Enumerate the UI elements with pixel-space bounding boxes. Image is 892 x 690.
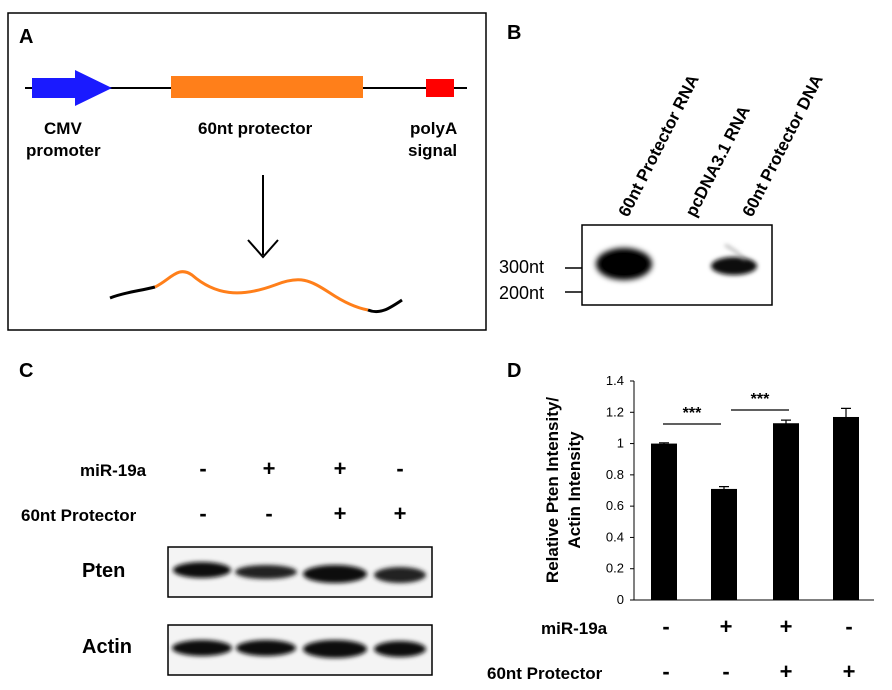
marker-300-label: 300nt xyxy=(499,257,545,277)
polya-box xyxy=(426,79,454,97)
d-row2-sign-1: - xyxy=(662,659,670,684)
c-row2-label: 60nt Protector xyxy=(21,506,137,525)
protector-box xyxy=(171,76,363,98)
error-bar-4 xyxy=(841,407,851,426)
y-tick-label: 0.6 xyxy=(606,498,624,513)
pten-band-4 xyxy=(374,567,426,583)
c-row1-label: miR-19a xyxy=(80,461,147,480)
actin-band-1 xyxy=(172,640,232,656)
d-row1-sign-4: - xyxy=(845,614,853,639)
transcript-3-end xyxy=(367,298,403,314)
panel-d-letter: D xyxy=(507,360,522,382)
c-row2-sign-4: + xyxy=(393,501,407,526)
error-bar-3 xyxy=(781,419,791,427)
y-tick-label: 1.2 xyxy=(606,404,624,419)
y-tick-label: 0.2 xyxy=(606,561,624,576)
actin-band-3 xyxy=(303,640,367,658)
panel-c-letter: C xyxy=(19,360,34,382)
d-row2-sign-4: + xyxy=(842,659,856,684)
protector-label: 60nt protector xyxy=(198,119,313,138)
d-row1-label: miR-19a xyxy=(541,619,608,638)
d-row2-sign-2: - xyxy=(722,659,730,684)
panel-a-frame xyxy=(7,12,487,331)
sig-label-2: *** xyxy=(751,391,770,408)
blot-label-pten: Pten xyxy=(82,560,126,582)
c-row2-sign-2: - xyxy=(265,501,273,526)
chart-ylabel-line2: Actin Intensity xyxy=(565,431,584,549)
d-row1-sign-3: + xyxy=(779,614,793,639)
transcript-5-end xyxy=(109,285,156,300)
actin-band-4 xyxy=(374,641,426,657)
d-row1-sign-1: - xyxy=(662,614,670,639)
bar-4 xyxy=(833,416,859,600)
y-tick-label: 1 xyxy=(617,436,624,451)
bar-1 xyxy=(651,443,677,600)
band-lane-3-smear xyxy=(724,244,746,261)
c-row2-sign-3: + xyxy=(333,501,347,526)
pten-band-2 xyxy=(235,565,297,579)
d-row2-sign-3: + xyxy=(779,659,793,684)
y-tick-label: 0 xyxy=(617,592,624,607)
c-row1-sign-4: - xyxy=(396,456,404,481)
pten-band-3 xyxy=(303,565,367,583)
sig-label-1: *** xyxy=(683,405,702,422)
polya-label-line2: signal xyxy=(408,141,458,160)
band-lane-1-core xyxy=(602,253,646,275)
actin-band-2 xyxy=(236,640,296,656)
transcript-protector-region xyxy=(154,270,369,312)
y-tick-label: 0.4 xyxy=(606,529,624,544)
marker-200-label: 200nt xyxy=(499,283,545,303)
promoter-label-line1: CMV xyxy=(44,119,82,138)
y-tick-label: 1.4 xyxy=(606,373,624,388)
c-row1-sign-2: + xyxy=(262,456,276,481)
transcription-arrow-head xyxy=(247,239,279,259)
band-lane-3 xyxy=(711,257,757,275)
d-row1-sign-2: + xyxy=(719,614,733,639)
bar-3 xyxy=(773,423,799,600)
polya-label-line1: polyA xyxy=(410,119,458,138)
chart-ylabel-line1: Relative Pten Intensity/ xyxy=(543,397,562,583)
panel-a-letter: A xyxy=(19,26,34,48)
error-bar-1 xyxy=(659,442,669,445)
promoter-arrow xyxy=(32,70,112,106)
pten-band-1 xyxy=(173,562,231,578)
c-row2-sign-1: - xyxy=(199,501,207,526)
error-bar-2 xyxy=(719,485,729,492)
bar-2 xyxy=(711,488,737,600)
c-row1-sign-3: + xyxy=(333,456,347,481)
blot-label-actin: Actin xyxy=(82,636,132,658)
d-row2-label: 60nt Protector xyxy=(487,664,603,683)
y-tick-label: 0.8 xyxy=(606,467,624,482)
promoter-label-line2: promoter xyxy=(26,141,101,160)
c-row1-sign-1: - xyxy=(199,456,207,481)
panel-b-letter: B xyxy=(507,22,522,44)
